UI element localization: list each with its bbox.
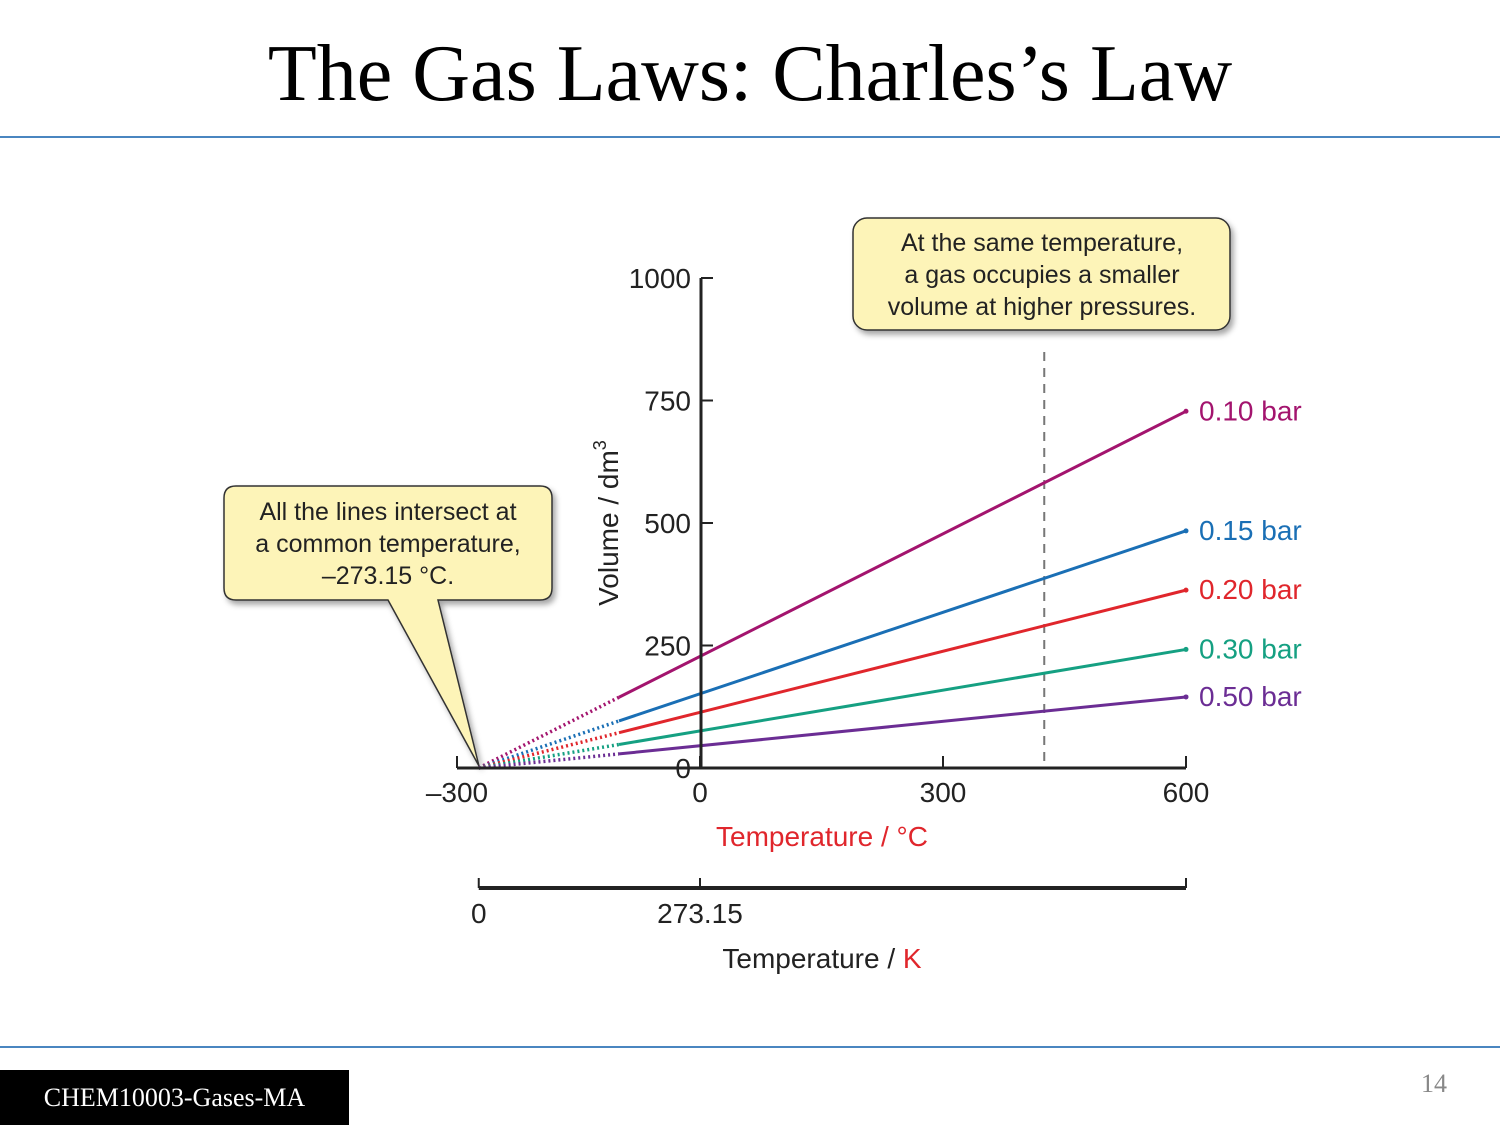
kelvin-tick-label: 0 (471, 898, 487, 929)
kelvin-tick-label: 273.15 (657, 898, 743, 929)
callout-left-box (223, 485, 553, 767)
kelvin-axis-title-quantity: Temperature / (722, 943, 903, 974)
kelvin-axis-title-unit: K (903, 943, 922, 974)
series-end-point (1183, 694, 1189, 700)
callout-top-text: volume at higher pressures. (888, 293, 1196, 321)
series-label: 0.50 bar (1199, 681, 1302, 712)
series-line-extrapolated (478, 752, 620, 770)
y-axis-title-superscript: 3 (590, 440, 610, 450)
callout-top-box (852, 217, 1231, 331)
series-line (618, 409, 1187, 699)
slide-title: The Gas Laws: Charles’s Law (267, 30, 1233, 118)
series-end-point (1183, 646, 1189, 652)
series-line (618, 529, 1187, 723)
series-label: 0.30 bar (1199, 633, 1302, 664)
series-end-point (1183, 528, 1189, 534)
course-code-label: CHEM10003-Gases-MA (0, 1070, 349, 1125)
callout-left-text: a common temperature, (255, 530, 520, 558)
callout-top-text: a gas occupies a smaller (904, 261, 1179, 289)
series-line-extrapolated (478, 742, 620, 770)
series-line (618, 647, 1187, 746)
series-line (618, 695, 1187, 756)
footer-divider (0, 1046, 1500, 1048)
series-label: 0.10 bar (1199, 395, 1302, 426)
callout-left-text: –273.15 °C. (322, 562, 454, 590)
y-tick-label: 0 (675, 753, 691, 784)
y-tick-label: 750 (644, 386, 691, 417)
series-line (618, 588, 1187, 735)
series-line-extrapolated (477, 695, 620, 770)
series-line-extrapolated (478, 731, 620, 770)
x-tick-label: 300 (920, 777, 967, 808)
x-axis-title: Temperature / °C (716, 821, 928, 852)
series-label: 0.20 bar (1199, 574, 1302, 605)
y-tick-label: 1000 (629, 263, 691, 294)
series-label: 0.15 bar (1199, 515, 1302, 546)
title-divider (0, 136, 1500, 138)
page-number: 14 (1421, 1069, 1447, 1098)
series-end-point (1183, 587, 1189, 593)
y-axis-title: Volume / dm3 (590, 440, 624, 606)
x-tick-label: 0 (692, 777, 708, 808)
callout-top-text: At the same temperature, (901, 229, 1183, 257)
x-tick-label: –300 (426, 777, 488, 808)
y-axis-title-text: Volume / dm (593, 450, 624, 606)
kelvin-axis-title: Temperature / K (722, 943, 922, 974)
y-tick-label: 250 (644, 631, 691, 662)
y-tick-label: 500 (644, 508, 691, 539)
x-tick-label: 600 (1163, 777, 1210, 808)
callout-left-text: All the lines intersect at (259, 498, 516, 526)
series-end-point (1183, 408, 1189, 414)
